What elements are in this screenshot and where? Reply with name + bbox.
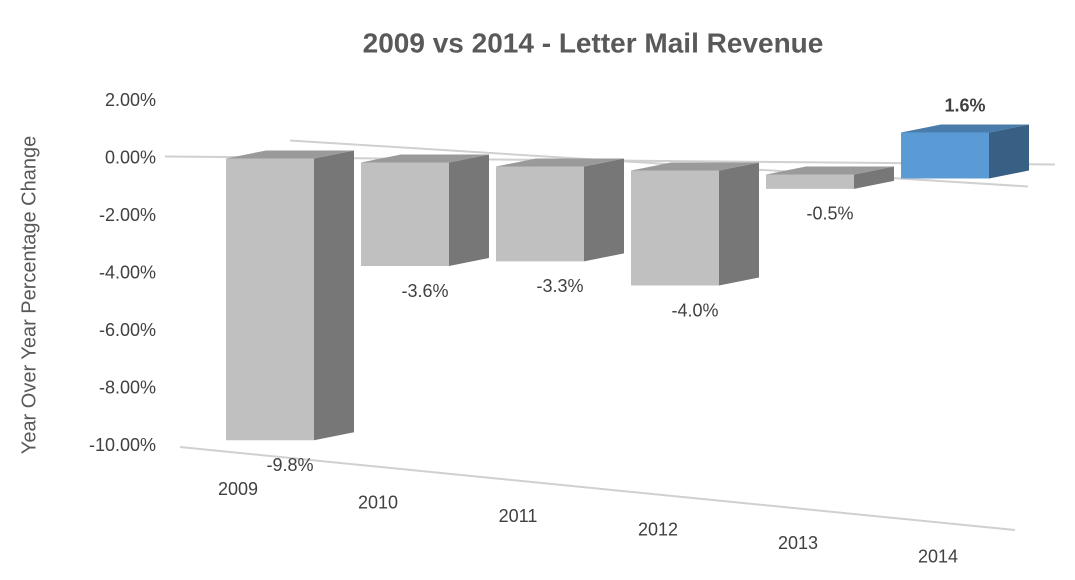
bar-side — [854, 166, 894, 189]
floor-line — [179, 446, 1016, 531]
x-tick-label: 2011 — [499, 506, 538, 526]
data-label: -3.6% — [401, 281, 448, 301]
bar — [631, 170, 719, 286]
x-tick-label: 2012 — [638, 519, 678, 539]
bar — [361, 162, 449, 266]
data-label: -4.0% — [671, 300, 718, 320]
bar-side — [989, 124, 1029, 179]
bar — [766, 174, 854, 189]
y-tick-label: 0.00% — [105, 147, 156, 167]
bar-side — [449, 154, 489, 266]
bar-top — [496, 158, 624, 167]
bar-top — [766, 166, 894, 175]
x-tick-label: 2013 — [778, 533, 818, 553]
bar — [901, 132, 989, 179]
y-tick-label: -8.00% — [99, 377, 156, 397]
data-label: -9.8% — [266, 455, 313, 475]
bar — [496, 166, 584, 262]
y-tick-label: -6.00% — [99, 320, 156, 340]
bar-top — [361, 154, 489, 163]
x-tick-label: 2009 — [218, 479, 258, 499]
x-tick-label: 2010 — [358, 492, 398, 512]
y-tick-label: -10.00% — [89, 435, 156, 455]
bar-side — [719, 162, 759, 286]
y-tick-label: -4.00% — [99, 262, 156, 282]
y-tick-label: -2.00% — [99, 205, 156, 225]
y-axis-title: Year Over Year Percentage Change — [18, 136, 40, 454]
bar-side — [314, 150, 354, 441]
data-label: -0.5% — [806, 204, 853, 224]
y-tick-label: 2.00% — [105, 90, 156, 110]
chart-title: 2009 vs 2014 - Letter Mail Revenue — [363, 27, 824, 58]
zero-line-back — [289, 139, 1029, 188]
bar-top — [631, 162, 759, 171]
bar — [226, 158, 314, 441]
data-label: 1.6% — [944, 95, 985, 115]
bar-top — [901, 124, 1029, 133]
bar-side — [584, 158, 624, 262]
bar-top — [226, 150, 354, 159]
data-label: -3.3% — [536, 276, 583, 296]
x-tick-label: 2014 — [918, 546, 958, 566]
